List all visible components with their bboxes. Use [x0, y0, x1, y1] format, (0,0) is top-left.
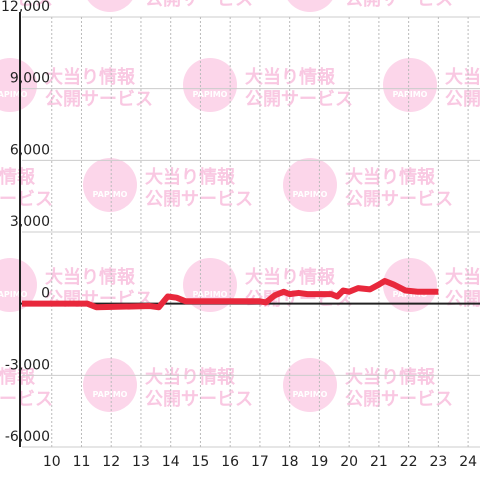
- x-tick-label: 23: [429, 454, 447, 470]
- watermark-text: 大当り情報: [345, 366, 436, 388]
- watermark-text: 大当り情報: [445, 66, 480, 88]
- watermark-text: 公開サービス: [145, 189, 253, 210]
- watermark-text: 公開サービス: [345, 0, 453, 10]
- watermark-logo: [0, 58, 37, 112]
- watermark-logo-text: PAPIMO: [393, 90, 428, 99]
- watermark-logo: [283, 158, 337, 212]
- y-tick-label: 3,000: [10, 214, 50, 230]
- x-tick-label: 19: [310, 454, 328, 470]
- watermark-text: 大当り情報: [245, 266, 336, 288]
- watermark-text: 公開サービス: [445, 89, 480, 110]
- watermark-text: 大当り情報: [345, 166, 436, 188]
- watermark-logo: [87, 0, 133, 12]
- watermark-text: 公開サービス: [0, 389, 53, 410]
- y-tick-label: -3,000: [5, 357, 50, 373]
- y-tick-label: -6,000: [5, 429, 50, 445]
- watermark-logo-text: PAPIMO: [393, 290, 428, 299]
- watermark-logo-text: PAPIMO: [93, 390, 128, 399]
- x-tick-label: 13: [132, 454, 150, 470]
- watermark-logo: [287, 0, 333, 12]
- watermark-text: 公開サービス: [145, 0, 253, 10]
- watermark-logo: [283, 358, 337, 412]
- watermark-logo: [183, 58, 237, 112]
- watermark-text: 大当り情報: [245, 66, 336, 88]
- watermark-text: 公開サービス: [345, 189, 453, 210]
- watermark-logo: [0, 258, 37, 312]
- data-line: [22, 277, 439, 311]
- x-tick-label: 10: [43, 454, 61, 470]
- watermark-logo: [383, 58, 437, 112]
- watermark-logo-text: PAPIMO: [0, 90, 28, 99]
- watermark-logo: [383, 258, 437, 312]
- x-tick-label: 21: [370, 454, 388, 470]
- watermark-text: 大当り情報: [0, 166, 36, 188]
- watermark-logo-text: PAPIMO: [193, 90, 228, 99]
- watermark-logo-text: PAPIMO: [193, 290, 228, 299]
- x-tick-label: 16: [221, 454, 239, 470]
- watermark-text: 公開サービス: [145, 389, 253, 410]
- watermark-logo-text: PAPIMO: [93, 190, 128, 199]
- watermark-logo: [83, 158, 137, 212]
- watermark-logo-text: PAPIMO: [293, 390, 328, 399]
- y-tick-label: 9,000: [10, 71, 50, 87]
- watermark-text: 公開サービス: [0, 0, 53, 10]
- x-tick-label: 24: [459, 454, 477, 470]
- watermark-logo-text: PAPIMO: [293, 190, 328, 199]
- x-tick-label: 12: [102, 454, 120, 470]
- watermark-text: 公開サービス: [245, 89, 353, 110]
- x-tick-label: 14: [162, 454, 180, 470]
- watermark-text: 公開サービス: [345, 389, 453, 410]
- watermark-text: 大当り情報: [445, 266, 480, 288]
- x-tick-label: 18: [281, 454, 299, 470]
- watermark-text: 大当り情報: [145, 366, 236, 388]
- watermark-logo: [83, 358, 137, 412]
- watermark-text: 大当り情報: [45, 266, 136, 288]
- watermark-text: 公開サービス: [445, 289, 480, 310]
- y-tick-label: 6,000: [10, 142, 50, 158]
- x-tick-label: 11: [73, 454, 91, 470]
- y-tick-label: 0: [41, 286, 50, 302]
- watermark-text: 公開サービス: [45, 89, 153, 110]
- watermark-text: 公開サービス: [0, 189, 53, 210]
- x-tick-label: 20: [340, 454, 358, 470]
- watermark-text: 大当り情報: [45, 66, 136, 88]
- watermark-logo-text: PAPIMO: [0, 290, 28, 299]
- watermark-text: 大当り情報: [145, 166, 236, 188]
- x-tick-label: 17: [251, 454, 269, 470]
- y-tick-label: 12,000: [1, 0, 50, 15]
- watermark-text: 大当り情報: [0, 366, 36, 388]
- x-tick-label: 22: [400, 454, 418, 470]
- x-tick-label: 15: [192, 454, 210, 470]
